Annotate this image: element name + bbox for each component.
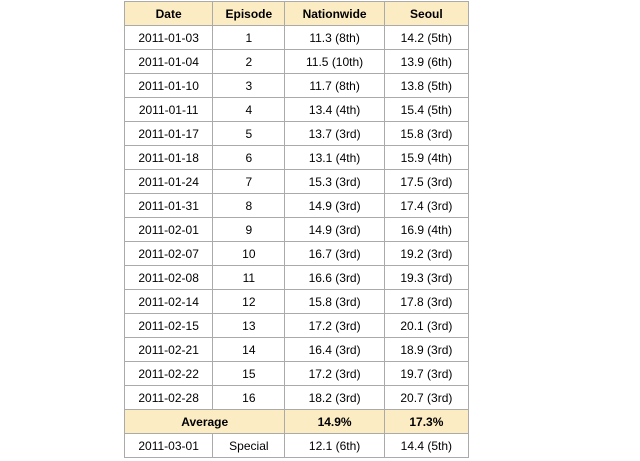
cell-date: 2011-01-31 [123, 193, 214, 218]
cell-seoul: 16.9 (4th) [383, 217, 470, 242]
table-row: 2011-02-21 14 16.4 (3rd) 18.9 (3rd) [123, 337, 470, 362]
cell-nationwide: 16.7 (3rd) [284, 241, 385, 266]
table-row: 2011-01-24 7 15.3 (3rd) 17.5 (3rd) [123, 169, 470, 194]
cell-episode: 10 [212, 241, 286, 266]
cell-date: 2011-02-28 [123, 385, 214, 410]
special-seoul: 14.4 (5th) [383, 433, 470, 458]
cell-date: 2011-02-15 [123, 313, 214, 338]
average-label: Average [123, 409, 286, 434]
cell-episode: 6 [212, 145, 286, 170]
cell-seoul: 17.4 (3rd) [383, 193, 470, 218]
cell-date: 2011-01-24 [123, 169, 214, 194]
cell-nationwide: 14.9 (3rd) [284, 217, 385, 242]
cell-episode: 12 [212, 289, 286, 314]
cell-seoul: 20.7 (3rd) [383, 385, 470, 410]
cell-seoul: 18.9 (3rd) [383, 337, 470, 362]
table-row: 2011-01-31 8 14.9 (3rd) 17.4 (3rd) [123, 193, 470, 218]
ratings-table: Date Episode Nationwide Seoul 2011-01-03… [123, 1, 470, 458]
cell-nationwide: 15.3 (3rd) [284, 169, 385, 194]
cell-episode: 4 [212, 97, 286, 122]
cell-episode: 5 [212, 121, 286, 146]
cell-nationwide: 16.6 (3rd) [284, 265, 385, 290]
cell-nationwide: 16.4 (3rd) [284, 337, 385, 362]
cell-date: 2011-02-01 [123, 217, 214, 242]
cell-seoul: 17.8 (3rd) [383, 289, 470, 314]
header-date: Date [123, 1, 214, 26]
cell-seoul: 15.8 (3rd) [383, 121, 470, 146]
cell-date: 2011-01-10 [123, 73, 214, 98]
cell-episode: 7 [212, 169, 286, 194]
cell-episode: 15 [212, 361, 286, 386]
cell-date: 2011-01-17 [123, 121, 214, 146]
cell-episode: 14 [212, 337, 286, 362]
table-row: 2011-01-04 2 11.5 (10th) 13.9 (6th) [123, 49, 470, 74]
table-row: 2011-02-14 12 15.8 (3rd) 17.8 (3rd) [123, 289, 470, 314]
cell-seoul: 19.3 (3rd) [383, 265, 470, 290]
cell-nationwide: 11.5 (10th) [284, 49, 385, 74]
cell-seoul: 15.9 (4th) [383, 145, 470, 170]
table-row: 2011-02-07 10 16.7 (3rd) 19.2 (3rd) [123, 241, 470, 266]
cell-date: 2011-02-07 [123, 241, 214, 266]
table-row: 2011-01-11 4 13.4 (4th) 15.4 (5th) [123, 97, 470, 122]
header-episode: Episode [212, 1, 286, 26]
cell-nationwide: 17.2 (3rd) [284, 361, 385, 386]
cell-nationwide: 18.2 (3rd) [284, 385, 385, 410]
cell-seoul: 13.9 (6th) [383, 49, 470, 74]
cell-nationwide: 11.3 (8th) [284, 25, 385, 50]
cell-episode: 9 [212, 217, 286, 242]
special-date: 2011-03-01 [123, 433, 214, 458]
header-seoul: Seoul [383, 1, 470, 26]
cell-nationwide: 13.7 (3rd) [284, 121, 385, 146]
cell-seoul: 13.8 (5th) [383, 73, 470, 98]
cell-nationwide: 13.4 (4th) [284, 97, 385, 122]
cell-nationwide: 17.2 (3rd) [284, 313, 385, 338]
cell-date: 2011-01-11 [123, 97, 214, 122]
table-row: 2011-01-03 1 11.3 (8th) 14.2 (5th) [123, 25, 470, 50]
special-episode: Special [212, 433, 286, 458]
header-nationwide: Nationwide [284, 1, 385, 26]
cell-nationwide: 15.8 (3rd) [284, 289, 385, 314]
special-row: 2011-03-01 Special 12.1 (6th) 14.4 (5th) [123, 433, 470, 458]
table-row: 2011-02-22 15 17.2 (3rd) 19.7 (3rd) [123, 361, 470, 386]
table-row: 2011-02-08 11 16.6 (3rd) 19.3 (3rd) [123, 265, 470, 290]
cell-episode: 3 [212, 73, 286, 98]
cell-episode: 2 [212, 49, 286, 74]
cell-nationwide: 13.1 (4th) [284, 145, 385, 170]
cell-date: 2011-02-22 [123, 361, 214, 386]
cell-date: 2011-02-08 [123, 265, 214, 290]
cell-episode: 8 [212, 193, 286, 218]
cell-seoul: 19.7 (3rd) [383, 361, 470, 386]
cell-nationwide: 11.7 (8th) [284, 73, 385, 98]
cell-date: 2011-01-04 [123, 49, 214, 74]
special-nationwide: 12.1 (6th) [284, 433, 385, 458]
cell-date: 2011-02-21 [123, 337, 214, 362]
table-row: 2011-02-01 9 14.9 (3rd) 16.9 (4th) [123, 217, 470, 242]
cell-episode: 16 [212, 385, 286, 410]
cell-seoul: 17.5 (3rd) [383, 169, 470, 194]
average-nationwide: 14.9% [284, 409, 385, 434]
table-row: 2011-02-15 13 17.2 (3rd) 20.1 (3rd) [123, 313, 470, 338]
average-row: Average 14.9% 17.3% [123, 409, 470, 434]
cell-date: 2011-01-03 [123, 25, 214, 50]
table-row: 2011-01-17 5 13.7 (3rd) 15.8 (3rd) [123, 121, 470, 146]
table-row: 2011-01-10 3 11.7 (8th) 13.8 (5th) [123, 73, 470, 98]
cell-date: 2011-01-18 [123, 145, 214, 170]
cell-seoul: 19.2 (3rd) [383, 241, 470, 266]
cell-date: 2011-02-14 [123, 289, 214, 314]
cell-episode: 13 [212, 313, 286, 338]
cell-seoul: 15.4 (5th) [383, 97, 470, 122]
average-seoul: 17.3% [383, 409, 470, 434]
cell-episode: 1 [212, 25, 286, 50]
table-row: 2011-02-28 16 18.2 (3rd) 20.7 (3rd) [123, 385, 470, 410]
cell-seoul: 14.2 (5th) [383, 25, 470, 50]
cell-seoul: 20.1 (3rd) [383, 313, 470, 338]
cell-episode: 11 [212, 265, 286, 290]
header-row: Date Episode Nationwide Seoul [123, 1, 470, 26]
cell-nationwide: 14.9 (3rd) [284, 193, 385, 218]
table-row: 2011-01-18 6 13.1 (4th) 15.9 (4th) [123, 145, 470, 170]
